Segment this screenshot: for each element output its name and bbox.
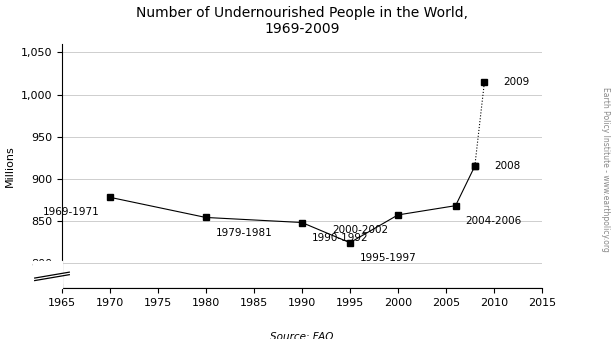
Title: Number of Undernourished People in the World,
1969-2009: Number of Undernourished People in the W… [136,6,468,36]
Text: 2008: 2008 [494,161,521,171]
Text: 2000-2002: 2000-2002 [332,225,388,235]
Text: 1995-1997: 1995-1997 [360,253,416,263]
Text: 1969-1971: 1969-1971 [43,207,100,217]
Text: 1990-1992: 1990-1992 [312,233,368,243]
Text: 1979-1981: 1979-1981 [216,227,272,238]
Text: 0: 0 [50,279,57,289]
Text: Source: FAO: Source: FAO [270,332,333,339]
Text: 2004-2006: 2004-2006 [465,216,522,226]
Bar [33,261,62,288]
Y-axis label: Millions: Millions [5,145,15,187]
Text: Earth Policy Institute - www.earthpolicy.org: Earth Policy Institute - www.earthpolicy… [601,87,610,252]
Text: 2009: 2009 [504,77,530,87]
